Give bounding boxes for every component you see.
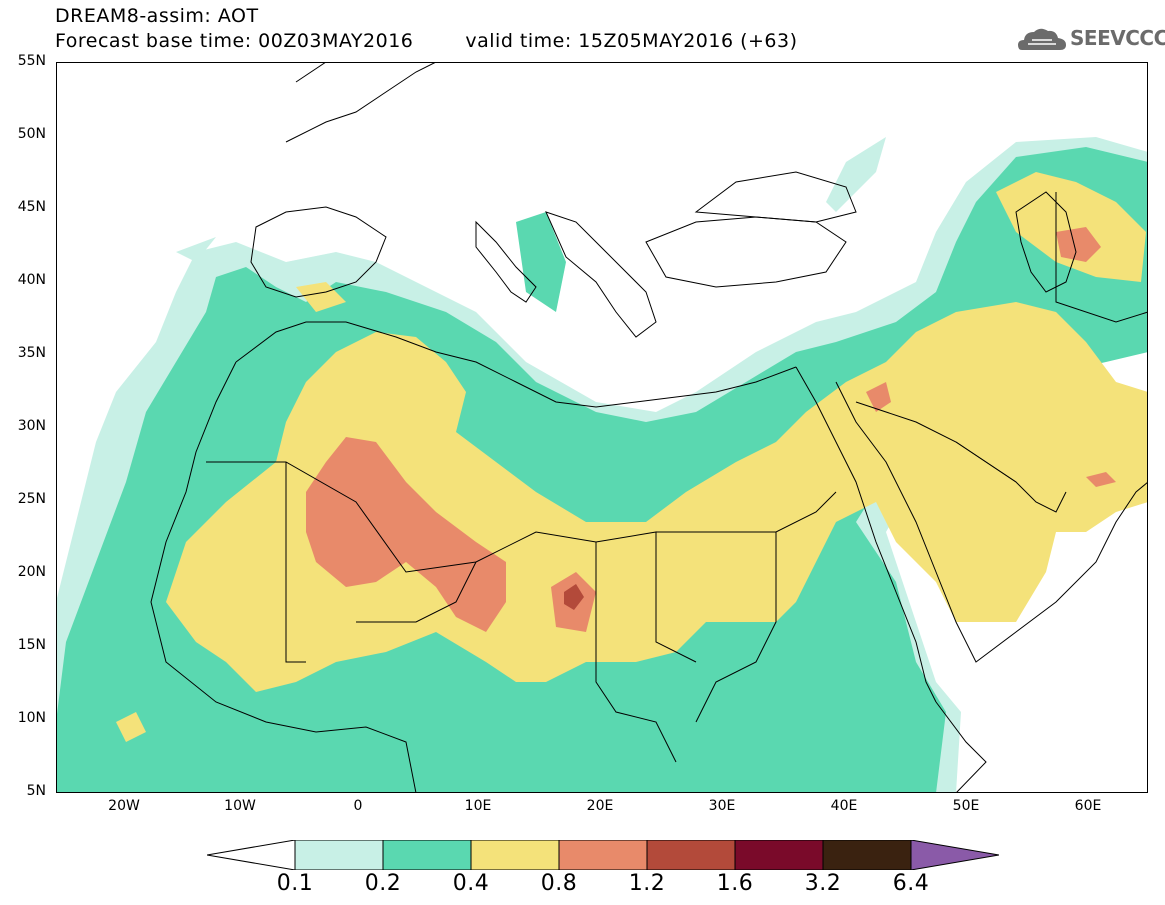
colorbar-label: 0.1 xyxy=(276,871,314,896)
colorbar-label: 1.2 xyxy=(628,871,666,896)
lon-label: 30E xyxy=(708,798,736,814)
logo-text: SEEVCCC xyxy=(1070,26,1165,50)
map xyxy=(56,62,1148,793)
lat-label: 45N xyxy=(17,199,46,215)
lat-label: 5N xyxy=(26,783,46,799)
colorbar-label: 0.8 xyxy=(540,871,578,896)
base-time: Forecast base time: 00Z03MAY2016 xyxy=(55,30,414,52)
cloud-icon xyxy=(1018,28,1066,50)
colorbar-label: 0.2 xyxy=(364,871,402,896)
lon-label: 10W xyxy=(224,798,256,814)
colorbar-swatch xyxy=(822,840,912,870)
lat-label: 10N xyxy=(17,710,46,726)
colorbar-high-arrow xyxy=(910,840,999,870)
colorbar-swatch xyxy=(734,840,824,870)
aot-band-12 xyxy=(564,584,584,610)
lat-label: 55N xyxy=(17,53,46,69)
lat-label: 35N xyxy=(17,345,46,361)
colorbar-label: 1.6 xyxy=(716,871,754,896)
aot-band-04 xyxy=(116,172,1148,742)
lon-label: 40E xyxy=(830,798,858,814)
colorbar-swatch xyxy=(470,840,560,870)
lat-label: 30N xyxy=(17,418,46,434)
map-subtitle: Forecast base time: 00Z03MAY2016 valid ti… xyxy=(55,30,798,52)
lon-label: 50E xyxy=(952,798,980,814)
lon-label: 0 xyxy=(353,798,363,814)
lon-label: 20W xyxy=(108,798,140,814)
colorbar xyxy=(207,840,999,870)
colorbar-label: 0.4 xyxy=(452,871,490,896)
lat-label: 25N xyxy=(17,491,46,507)
colorbar-swatch xyxy=(646,840,736,870)
colorbar-swatch xyxy=(294,840,384,870)
colorbar-label: 3.2 xyxy=(804,871,842,896)
colorbar-label: 6.4 xyxy=(892,871,930,896)
lon-label: 60E xyxy=(1074,798,1102,814)
coastlines xyxy=(150,62,1148,793)
lat-label: 40N xyxy=(17,272,46,288)
lon-label: 10E xyxy=(464,798,492,814)
colorbar-swatch xyxy=(558,840,648,870)
map-title: DREAM8-assim: AOT xyxy=(55,5,259,27)
colorbar-low-arrow xyxy=(207,840,296,870)
colorbar-swatch xyxy=(382,840,472,870)
lon-label: 20E xyxy=(586,798,614,814)
lat-label: 20N xyxy=(17,564,46,580)
lat-label: 15N xyxy=(17,637,46,653)
valid-time: valid time: 15Z05MAY2016 (+63) xyxy=(465,30,798,52)
lat-label: 50N xyxy=(17,126,46,142)
